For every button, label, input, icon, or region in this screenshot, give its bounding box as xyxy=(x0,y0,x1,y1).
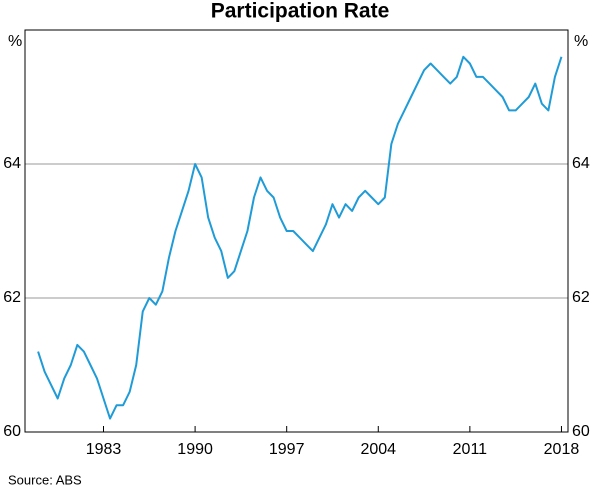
source: Source: ABS xyxy=(8,472,82,487)
x-tick-label: 2018 xyxy=(544,441,580,458)
y-tick-label: 64 xyxy=(3,155,21,172)
y2-unit: % xyxy=(574,33,588,50)
y-tick-label: 60 xyxy=(3,423,21,440)
y2-tick-label: 60 xyxy=(572,423,590,440)
x-tick-label: 1990 xyxy=(177,441,213,458)
y-unit: % xyxy=(8,33,22,50)
y2-tick-label: 62 xyxy=(572,289,590,306)
line xyxy=(37,55,563,420)
x-tick-label: 2004 xyxy=(360,441,396,458)
plot-frame xyxy=(24,29,569,433)
y-tick-label: 62 xyxy=(3,289,21,306)
x-tick-label: 2011 xyxy=(453,441,488,458)
chart-title: Participation Rate xyxy=(211,0,390,23)
x-tick-label: 1997 xyxy=(269,441,305,458)
x-tick-label: 1983 xyxy=(86,441,122,458)
y2-tick-label: 64 xyxy=(572,155,590,172)
